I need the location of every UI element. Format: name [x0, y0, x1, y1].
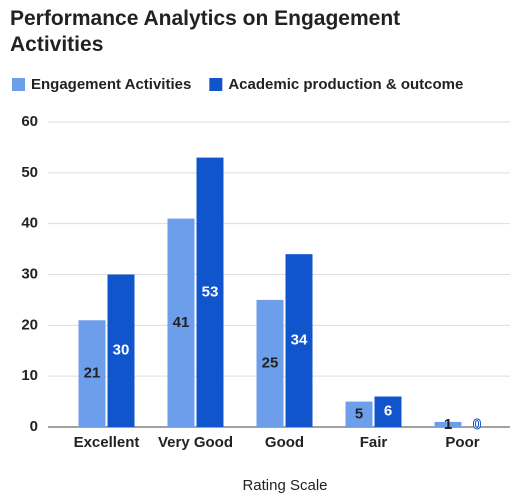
data-label: 0 [473, 416, 481, 433]
data-label: 5 [355, 405, 363, 422]
data-label: 25 [262, 354, 279, 371]
bar [107, 274, 135, 427]
data-label: 53 [202, 283, 219, 300]
bar [434, 421, 462, 427]
y-tick-label: 30 [21, 265, 38, 282]
data-label: 34 [291, 332, 308, 349]
y-tick-label: 40 [21, 215, 38, 232]
bar [167, 218, 195, 427]
y-tick-label: 60 [21, 113, 38, 130]
chart-title: Performance Analytics on Engagement Acti… [10, 7, 401, 56]
data-label: 21 [84, 365, 101, 382]
bar [256, 299, 284, 427]
legend-swatch [209, 78, 223, 91]
x-tick-label: Fair [360, 434, 388, 451]
bar [285, 254, 313, 427]
data-label: 6 [384, 403, 392, 420]
data-label: 41 [173, 314, 190, 331]
bar [345, 401, 373, 427]
y-tick-label: 0 [30, 418, 38, 435]
legend-label: Engagement Activities [31, 76, 191, 93]
x-axis-label: Rating Scale [242, 477, 327, 494]
data-label: 1 [444, 416, 452, 433]
x-tick-label: Excellent [74, 434, 140, 451]
bar [374, 396, 402, 427]
data-label: 30 [113, 342, 130, 359]
y-tick-label: 10 [21, 367, 38, 384]
y-tick-label: 50 [21, 164, 38, 181]
legend-swatch [12, 78, 25, 91]
legend-label: Academic production & outcome [228, 76, 463, 93]
y-tick-label: 20 [21, 316, 38, 333]
x-tick-label: Poor [445, 434, 479, 451]
bar [78, 320, 106, 427]
bar [196, 157, 224, 428]
x-tick-label: Good [265, 434, 304, 451]
x-tick-label: Very Good [158, 434, 233, 451]
